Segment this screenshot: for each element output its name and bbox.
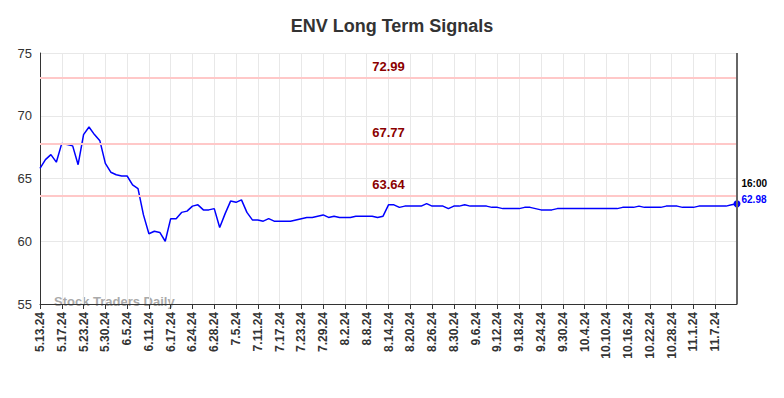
svg-text:7.17.24: 7.17.24 [273, 312, 287, 352]
svg-text:11.1.24: 11.1.24 [686, 312, 700, 352]
svg-text:7.5.24: 7.5.24 [229, 312, 243, 346]
svg-text:7.29.24: 7.29.24 [316, 312, 330, 352]
svg-text:9.30.24: 9.30.24 [556, 312, 570, 352]
svg-text:5.30.24: 5.30.24 [98, 312, 112, 352]
svg-text:6.24.24: 6.24.24 [185, 312, 199, 352]
svg-text:6.5.24: 6.5.24 [120, 312, 134, 346]
svg-text:8.20.24: 8.20.24 [403, 312, 417, 352]
svg-text:63.64: 63.64 [372, 177, 405, 192]
svg-text:7.11.24: 7.11.24 [251, 312, 265, 352]
svg-text:8.26.24: 8.26.24 [425, 312, 439, 352]
svg-text:9.12.24: 9.12.24 [490, 312, 504, 352]
svg-text:67.77: 67.77 [372, 125, 405, 140]
svg-text:8.14.24: 8.14.24 [382, 312, 396, 352]
svg-text:10.10.24: 10.10.24 [599, 312, 613, 359]
svg-text:5.23.24: 5.23.24 [77, 312, 91, 352]
svg-text:5.13.24: 5.13.24 [33, 312, 47, 352]
svg-text:Stock Traders Daily: Stock Traders Daily [54, 294, 175, 309]
svg-text:62.98: 62.98 [742, 194, 767, 205]
svg-text:8.2.24: 8.2.24 [338, 312, 352, 346]
svg-text:5.17.24: 5.17.24 [55, 312, 69, 352]
svg-text:8.8.24: 8.8.24 [360, 312, 374, 346]
svg-text:72.99: 72.99 [372, 59, 405, 74]
svg-text:6.17.24: 6.17.24 [164, 312, 178, 352]
svg-text:60: 60 [18, 234, 32, 249]
svg-text:16:00: 16:00 [742, 178, 768, 189]
svg-text:9.18.24: 9.18.24 [512, 312, 526, 352]
svg-text:10.28.24: 10.28.24 [665, 312, 679, 359]
svg-text:10.4.24: 10.4.24 [578, 312, 592, 352]
svg-text:10.16.24: 10.16.24 [621, 312, 635, 359]
svg-text:70: 70 [18, 108, 32, 123]
svg-text:9.6.24: 9.6.24 [469, 312, 483, 346]
svg-text:6.28.24: 6.28.24 [207, 312, 221, 352]
svg-text:8.30.24: 8.30.24 [447, 312, 461, 352]
svg-text:65: 65 [18, 171, 32, 186]
svg-text:6.11.24: 6.11.24 [142, 312, 156, 352]
svg-text:10.22.24: 10.22.24 [643, 312, 657, 359]
svg-text:7.23.24: 7.23.24 [294, 312, 308, 352]
svg-text:11.7.24: 11.7.24 [708, 312, 722, 352]
svg-text:75: 75 [18, 46, 32, 61]
svg-text:9.24.24: 9.24.24 [534, 312, 548, 352]
svg-text:ENV Long Term Signals: ENV Long Term Signals [291, 16, 494, 36]
svg-text:55: 55 [18, 297, 32, 312]
